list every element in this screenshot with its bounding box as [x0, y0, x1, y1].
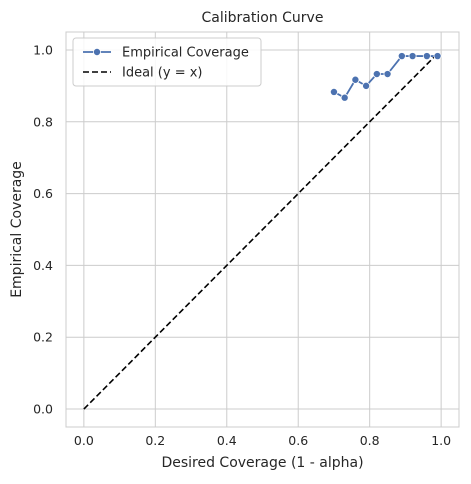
- series-line-empirical: [333, 55, 438, 99]
- x-tick-label: 0.2: [145, 433, 165, 448]
- x-tick-label: 0.8: [360, 433, 380, 448]
- series-layer: [83, 52, 442, 410]
- data-point-empirical: [329, 87, 338, 96]
- y-tick-label: 0.6: [33, 186, 53, 201]
- x-tick-label: 1.0: [431, 433, 451, 448]
- y-axis-label: Empirical Coverage: [9, 161, 25, 298]
- x-tick-label: 0.6: [288, 433, 308, 448]
- data-point-empirical: [433, 52, 442, 61]
- x-axis-label: Desired Coverage (1 - alpha): [161, 455, 363, 471]
- legend: Empirical Coverage Ideal (y = x): [72, 37, 262, 87]
- data-point-empirical: [422, 52, 431, 61]
- data-point-empirical: [351, 75, 360, 84]
- legend-label-empirical: Empirical Coverage: [122, 46, 249, 61]
- legend-marker-empirical: [93, 48, 102, 57]
- x-tick-label: 0.0: [74, 433, 94, 448]
- series-line-ideal: [83, 52, 439, 410]
- y-tick-label: 0.0: [33, 402, 53, 417]
- y-tick-label: 0.2: [33, 330, 53, 345]
- y-tick-label: 0.4: [33, 258, 53, 273]
- chart-title: Calibration Curve: [202, 10, 324, 26]
- data-point-empirical: [397, 52, 406, 61]
- data-point-empirical: [340, 93, 349, 102]
- legend-label-ideal: Ideal (y = x): [122, 66, 202, 81]
- x-tick-label: 0.4: [217, 433, 237, 448]
- y-tick-label: 1.0: [33, 42, 53, 57]
- legend-box: [72, 37, 262, 87]
- plot-frame: [65, 31, 460, 428]
- data-point-empirical: [383, 70, 392, 79]
- y-tick-label: 0.8: [33, 114, 53, 129]
- data-point-empirical: [372, 70, 381, 79]
- data-point-empirical: [362, 81, 371, 90]
- data-point-empirical: [408, 52, 417, 61]
- tick-labels: 0.0 0.2 0.4 0.6 0.8 1.0 0.0 0.2 0.4 0.6 0.8 1.0: [33, 42, 451, 448]
